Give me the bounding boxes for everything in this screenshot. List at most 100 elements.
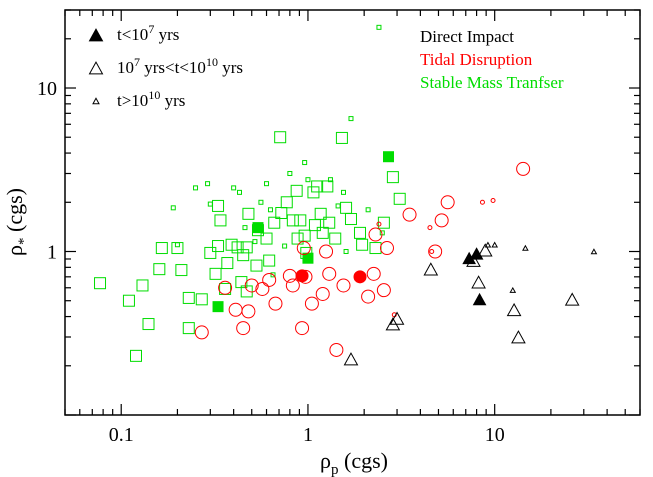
circle-point bbox=[255, 281, 270, 296]
square-point bbox=[195, 293, 208, 306]
square-point bbox=[323, 216, 336, 229]
square-point-small bbox=[327, 177, 333, 183]
circle-point bbox=[434, 213, 449, 228]
square-point bbox=[386, 171, 399, 184]
circle-point bbox=[285, 278, 300, 293]
square-point bbox=[225, 238, 238, 251]
legend-label: 107 yrs<t<1010 yrs bbox=[117, 55, 243, 77]
square-point bbox=[153, 263, 166, 276]
square-point-small bbox=[242, 225, 248, 231]
square-point bbox=[212, 240, 225, 253]
square-point bbox=[122, 294, 135, 307]
square-point bbox=[129, 349, 142, 362]
square-point bbox=[354, 226, 367, 239]
square-point-small bbox=[258, 199, 264, 205]
square-point bbox=[356, 238, 369, 251]
circle-point-filled bbox=[295, 269, 309, 283]
circle-point bbox=[329, 342, 344, 357]
triangle-point bbox=[511, 330, 526, 344]
square-point bbox=[314, 207, 327, 220]
plot-area bbox=[64, 9, 641, 416]
circle-point bbox=[241, 304, 256, 319]
legend-triangle-icon bbox=[88, 61, 104, 75]
triangle-point bbox=[506, 302, 522, 317]
square-point bbox=[369, 242, 382, 255]
circle-point bbox=[295, 321, 310, 336]
square-point-small bbox=[365, 207, 371, 213]
triangle-point bbox=[471, 275, 486, 289]
square-point bbox=[286, 214, 299, 227]
square-point bbox=[212, 199, 225, 212]
square-point bbox=[298, 229, 311, 242]
square-point-small bbox=[170, 205, 176, 211]
square-point bbox=[260, 232, 273, 245]
data-points bbox=[94, 24, 598, 366]
square-point-small bbox=[264, 181, 270, 187]
square-point-small bbox=[348, 116, 354, 122]
square-point bbox=[274, 131, 287, 144]
square-point-filled bbox=[252, 222, 264, 234]
channel-legend: Direct Impact Tidal Disruption Stable Mass… bbox=[420, 27, 564, 92]
square-point bbox=[344, 213, 357, 226]
tick-labels: 0.1 1 10 1 10 bbox=[37, 78, 505, 446]
circle-point bbox=[194, 325, 209, 340]
square-point-small bbox=[205, 181, 211, 187]
circle-point bbox=[262, 272, 277, 287]
circle-point bbox=[361, 289, 376, 304]
square-point bbox=[214, 214, 227, 227]
square-point bbox=[155, 242, 168, 255]
circle-point bbox=[236, 321, 251, 336]
y-axis-title: ρ* (cgs) bbox=[2, 188, 32, 256]
square-point bbox=[263, 254, 276, 267]
circle-point bbox=[440, 195, 455, 210]
square-point bbox=[242, 207, 255, 220]
circle-point bbox=[402, 207, 417, 222]
x-tick-label: 10 bbox=[485, 424, 505, 446]
square-point-small bbox=[193, 185, 199, 191]
square-point-small bbox=[174, 242, 180, 248]
circle-point bbox=[268, 296, 283, 311]
square-point bbox=[182, 291, 195, 304]
circle-point bbox=[296, 241, 311, 256]
square-point-small bbox=[340, 189, 346, 195]
square-point-small bbox=[267, 207, 273, 213]
square-point bbox=[294, 214, 307, 227]
square-point-small bbox=[252, 239, 258, 245]
circle-point bbox=[516, 161, 531, 176]
square-point bbox=[240, 241, 253, 254]
legend-triangle-icon bbox=[92, 97, 100, 105]
circle-point-small bbox=[490, 198, 496, 204]
circle-point bbox=[282, 268, 297, 283]
square-point bbox=[94, 277, 107, 290]
circle-point bbox=[428, 244, 443, 259]
triangle-point-small bbox=[509, 286, 517, 293]
square-point bbox=[204, 246, 217, 259]
square-point bbox=[308, 219, 321, 232]
circle-point bbox=[368, 227, 383, 242]
circle-point bbox=[322, 266, 337, 281]
circle-point bbox=[304, 296, 319, 311]
square-point bbox=[290, 184, 303, 197]
triangle-point-small bbox=[590, 248, 598, 255]
square-point bbox=[136, 279, 149, 292]
circle-point bbox=[244, 278, 259, 293]
square-point-small bbox=[231, 185, 237, 191]
triangle-point bbox=[423, 262, 439, 276]
square-point bbox=[311, 180, 324, 193]
square-point-small bbox=[287, 170, 293, 176]
square-point bbox=[237, 249, 250, 262]
triangle-point-small bbox=[491, 241, 499, 248]
triangle-point-small bbox=[484, 241, 492, 248]
square-point bbox=[335, 131, 348, 144]
legend: t<107 yrs 107 yrs<t<1010 yrs t>1010 yrs bbox=[88, 22, 243, 110]
y-tick-label: 10 bbox=[37, 78, 57, 100]
legend-label: t<107 yrs bbox=[117, 22, 179, 44]
square-point-small bbox=[335, 203, 341, 209]
circle-point bbox=[228, 302, 243, 317]
circle-point bbox=[315, 286, 330, 301]
square-point-small bbox=[302, 160, 308, 166]
square-point-small bbox=[376, 24, 382, 30]
square-point-small bbox=[343, 249, 349, 255]
circle-point-small bbox=[429, 249, 435, 255]
